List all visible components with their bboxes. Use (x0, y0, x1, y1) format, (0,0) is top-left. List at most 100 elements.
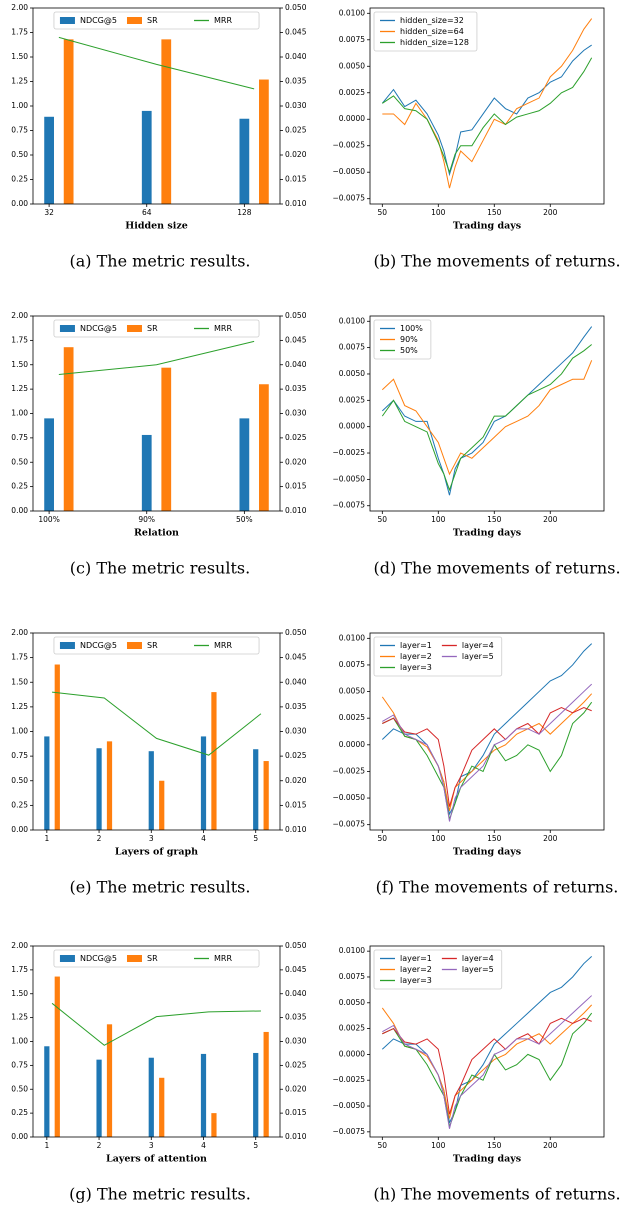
x-tick-label: 50% (236, 515, 253, 524)
y2-tick-label: 0.050 (285, 941, 307, 950)
bar (44, 736, 50, 830)
return-line (382, 995, 593, 1129)
x-tick-label: 100 (431, 834, 446, 843)
y2-tick-label: 0.010 (285, 825, 307, 834)
x-tick-label: 150 (487, 834, 502, 843)
legend-box (373, 636, 503, 677)
caption: (a) The metric results. (70, 252, 251, 271)
bar (200, 736, 207, 830)
x-axis-label: Relation (134, 528, 179, 539)
return-line (381, 955, 593, 1125)
legend-label: MRR (214, 641, 232, 650)
bar (161, 39, 172, 204)
return-line (382, 18, 593, 189)
legend-label: NDCG@5 (80, 641, 117, 650)
return-line (381, 326, 593, 496)
legend-box (373, 319, 432, 360)
x-tick-label: 200 (543, 515, 558, 524)
y-tick-label: 0.0025 (339, 395, 365, 404)
y-tick-label: 0.75 (11, 751, 28, 760)
y-tick-label: −0.0050 (332, 1101, 365, 1110)
y2-tick-label: 0.050 (285, 311, 307, 320)
legend-label: layer=2 (400, 652, 432, 661)
bar (54, 664, 60, 830)
x-axis-label: Layers of graph (115, 847, 198, 858)
y2-tick-label: 0.020 (285, 1084, 307, 1093)
y-tick-label: 0.0050 (339, 998, 365, 1007)
x-tick-label: 4 (201, 834, 206, 843)
y-tick-label: 0.0100 (339, 633, 365, 642)
y-tick-label: 1.50 (11, 989, 28, 998)
plot-frame (369, 632, 605, 831)
y2-tick-label: 0.045 (285, 653, 307, 662)
bar (141, 110, 152, 204)
y-tick-label: 0.0000 (339, 422, 365, 431)
y2-tick-label: 0.020 (285, 457, 307, 466)
legend-label: hidden_size=32 (400, 16, 464, 25)
y-tick-label: 0.0050 (339, 61, 365, 70)
y2-tick-label: 0.025 (285, 751, 307, 760)
y-tick-label: 2.00 (11, 628, 28, 637)
y2-tick-label: 0.035 (285, 1013, 307, 1022)
y-tick-label: −0.0025 (332, 448, 365, 457)
legend-label: SR (147, 324, 158, 333)
y-tick-label: 1.25 (11, 384, 28, 393)
y-tick-label: 0.0100 (339, 8, 365, 17)
caption: (b) The movements of returns. (373, 252, 620, 271)
y2-tick-label: 0.045 (285, 965, 307, 974)
y2-tick-label: 0.035 (285, 702, 307, 711)
y-tick-label: 0.0075 (339, 35, 365, 44)
legend-box (53, 11, 260, 30)
y2-tick-label: 0.010 (285, 1132, 307, 1141)
legend-label: NDCG@5 (80, 16, 117, 25)
return-line (382, 1012, 593, 1129)
x-tick-label: 1 (44, 1141, 49, 1150)
bar (96, 748, 102, 830)
legend-label: layer=1 (400, 954, 432, 963)
y-tick-label: 0.0000 (339, 740, 365, 749)
legend-box (53, 636, 260, 655)
y-tick-label: 0.50 (11, 776, 28, 785)
return-line (382, 683, 593, 822)
legend-swatch (126, 325, 142, 332)
x-tick-label: 2 (97, 1141, 102, 1150)
y2-tick-label: 0.040 (285, 360, 307, 369)
y-tick-label: 0.0025 (339, 1024, 365, 1033)
y-tick-label: 0.25 (11, 1108, 28, 1117)
x-tick-label: 150 (487, 1141, 502, 1150)
mrr-line (51, 1002, 261, 1046)
legend-label: 90% (400, 335, 418, 344)
plot-frame (32, 7, 281, 205)
x-tick-label: 5 (253, 1141, 258, 1150)
plot-frame (369, 7, 605, 205)
y2-tick-label: 0.035 (285, 384, 307, 393)
y-tick-label: 0.25 (11, 800, 28, 809)
y-tick-label: 1.75 (11, 965, 28, 974)
x-tick-label: 50 (378, 515, 388, 524)
caption: (d) The movements of returns. (373, 559, 620, 578)
legend-label: layer=4 (462, 641, 494, 650)
y-tick-label: 1.00 (11, 1037, 28, 1046)
y-tick-label: 0.00 (11, 199, 28, 208)
x-axis-label: Hidden size (125, 221, 188, 232)
legend-label: SR (147, 16, 158, 25)
plot-frame (32, 315, 281, 512)
legend-label: layer=5 (462, 965, 494, 974)
legend-label: 50% (400, 346, 418, 355)
return-line (382, 701, 593, 822)
legend-label: NDCG@5 (80, 954, 117, 963)
x-tick-label: 5 (253, 834, 258, 843)
bar (253, 1052, 259, 1137)
x-tick-label: 200 (543, 208, 558, 217)
bar (106, 741, 113, 830)
plot-frame (32, 945, 281, 1138)
x-tick-label: 100% (38, 515, 59, 524)
y2-tick-label: 0.020 (285, 776, 307, 785)
y-tick-label: 0.75 (11, 433, 28, 442)
y-tick-label: 0.50 (11, 457, 28, 466)
y2-tick-label: 0.010 (285, 506, 307, 515)
y-tick-label: 1.25 (11, 77, 28, 86)
y-tick-label: −0.0075 (332, 820, 365, 829)
bar (54, 976, 60, 1137)
y2-tick-label: 0.015 (285, 482, 307, 491)
